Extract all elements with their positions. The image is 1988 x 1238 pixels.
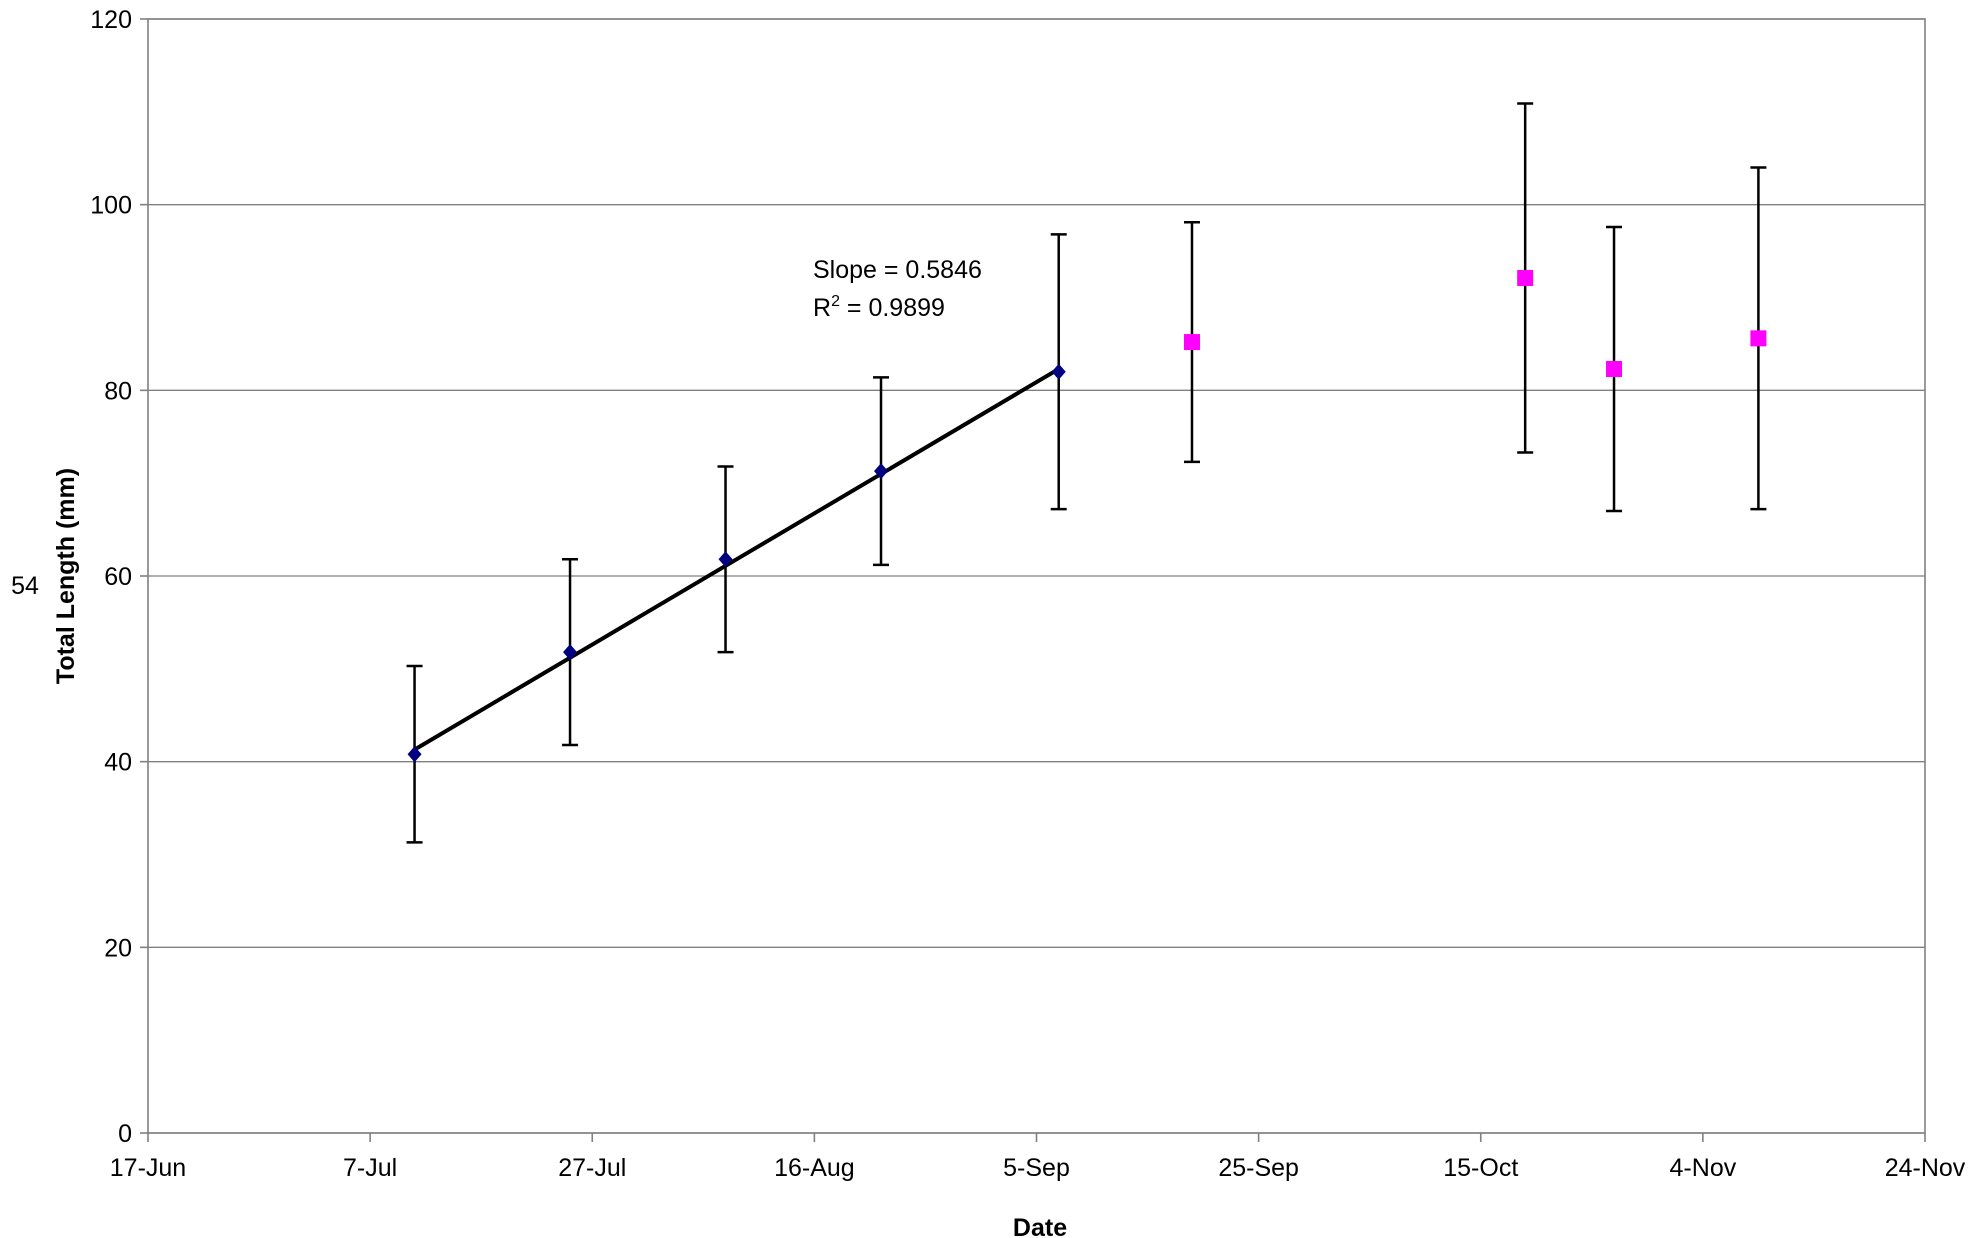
data-point bbox=[1750, 330, 1767, 347]
page-number: 54 bbox=[11, 572, 39, 600]
data-point bbox=[718, 551, 733, 568]
y-tick-label: 120 bbox=[90, 6, 132, 34]
r2-annotation: R2 = 0.9899 bbox=[813, 293, 945, 322]
x-axis-title: Date bbox=[1013, 1214, 1067, 1238]
x-tick-label: 15-Oct bbox=[1443, 1154, 1518, 1182]
data-point bbox=[1183, 334, 1200, 351]
data-point bbox=[874, 463, 889, 480]
y-axis-title: Total Length (mm) bbox=[52, 468, 80, 684]
x-tick-label: 7-Jul bbox=[343, 1154, 397, 1182]
r2-base: R bbox=[813, 294, 831, 322]
x-tick-label: 5-Sep bbox=[1003, 1154, 1070, 1182]
y-tick-label: 60 bbox=[104, 563, 132, 591]
slope-annotation: Slope = 0.5846 bbox=[813, 256, 982, 284]
r2-value: = 0.9899 bbox=[840, 294, 945, 322]
data-point bbox=[1606, 360, 1623, 377]
trendline bbox=[413, 367, 1060, 752]
y-tick-label: 40 bbox=[104, 749, 132, 777]
y-tick-label: 0 bbox=[118, 1120, 132, 1148]
x-tick-label: 16-Aug bbox=[774, 1154, 855, 1182]
x-tick-label: 4-Nov bbox=[1670, 1154, 1737, 1182]
x-tick-label: 24-Nov bbox=[1885, 1154, 1966, 1182]
x-tick-label: 25-Sep bbox=[1218, 1154, 1299, 1182]
y-tick-label: 100 bbox=[90, 192, 132, 220]
data-point bbox=[407, 746, 422, 763]
x-tick-label: 27-Jul bbox=[558, 1154, 626, 1182]
data-point bbox=[1051, 363, 1066, 380]
y-tick-label: 80 bbox=[104, 377, 132, 405]
r2-sup: 2 bbox=[831, 293, 840, 310]
data-point bbox=[563, 644, 578, 661]
data-point bbox=[1517, 270, 1534, 287]
y-tick-label: 20 bbox=[104, 934, 132, 962]
x-tick-label: 17-Jun bbox=[110, 1154, 186, 1182]
